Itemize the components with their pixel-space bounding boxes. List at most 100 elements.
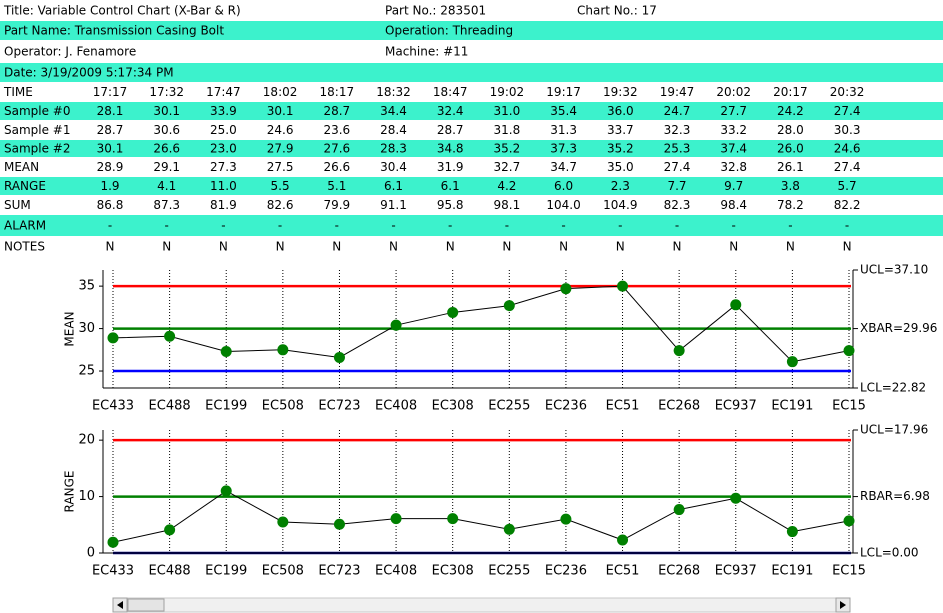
table-cell: 19:47 [660, 85, 695, 99]
table-cell: - [618, 219, 622, 233]
data-point [560, 513, 572, 525]
x-tick-label: EC937 [715, 564, 757, 579]
data-point [673, 504, 685, 516]
table-cell: N [502, 240, 511, 254]
table-cell: 33.2 [720, 123, 747, 137]
header-field: Chart No.: 17 [577, 4, 657, 18]
x-tick-label: EC508 [262, 399, 304, 414]
data-point [730, 492, 742, 504]
table-cell: 31.9 [437, 160, 464, 174]
table-cell: 79.9 [323, 198, 350, 212]
table-cell: 82.2 [834, 198, 861, 212]
data-point [164, 330, 176, 342]
limit-label: XBAR=29.96 [860, 321, 937, 335]
table-cell: 104.9 [603, 198, 637, 212]
table-cell: N [843, 240, 852, 254]
table-cell: 26.6 [153, 142, 180, 156]
table-cell: 20:17 [773, 85, 808, 99]
x-tick-label: EC488 [149, 564, 191, 579]
table-cell: 28.1 [97, 104, 124, 118]
table-cell: 98.4 [720, 198, 747, 212]
table-cell: N [106, 240, 115, 254]
table-cell: 35.2 [494, 142, 521, 156]
table-cell: 37.4 [720, 142, 747, 156]
row-label: NOTES [4, 240, 45, 254]
table-cell: 2.3 [611, 179, 630, 193]
table-cell: 11.0 [210, 179, 237, 193]
horizontal-scrollbar[interactable] [112, 597, 851, 613]
left-arrow [117, 601, 123, 609]
table-cell: 28.7 [97, 123, 124, 137]
table-cell: 37.3 [550, 142, 577, 156]
table-cell: 33.7 [607, 123, 634, 137]
x-tick-label: EC408 [375, 399, 417, 414]
table-cell: 81.9 [210, 198, 237, 212]
table-cell: 28.7 [437, 123, 464, 137]
row-highlight [0, 102, 943, 120]
x-tick-label: EC199 [205, 564, 247, 579]
y-tick-label: 30 [78, 321, 95, 336]
row-highlight [0, 177, 943, 195]
table-cell: 20:32 [830, 85, 865, 99]
content: Title: Variable Control Chart (X-Bar & R… [0, 4, 943, 579]
table-cell: 104.0 [546, 198, 580, 212]
data-point [503, 300, 515, 312]
table-cell: 26.0 [777, 142, 804, 156]
table-cell: 5.5 [271, 179, 290, 193]
table-cell: 82.3 [664, 198, 691, 212]
y-tick-label: 35 [78, 279, 95, 294]
row-label: ALARM [4, 219, 46, 233]
scroll-thumb[interactable] [127, 598, 165, 612]
table-cell: 18:17 [320, 85, 355, 99]
data-point [786, 356, 798, 368]
y-axis-label: RANGE [63, 471, 77, 513]
data-point [843, 345, 855, 357]
scroll-track[interactable] [112, 597, 851, 613]
table-cell: 4.2 [497, 179, 516, 193]
x-tick-label: EC15 [832, 399, 866, 414]
table-cell: 4.1 [157, 179, 176, 193]
table-cell: - [391, 219, 395, 233]
table-cell: 3.8 [781, 179, 800, 193]
data-point [107, 332, 119, 344]
data-point [277, 516, 289, 528]
table-cell: 6.0 [554, 179, 573, 193]
table-cell: N [559, 240, 568, 254]
data-point [220, 345, 232, 357]
data-point [220, 485, 232, 497]
y-tick-label: 0 [87, 546, 95, 561]
table-cell: 35.0 [607, 160, 634, 174]
x-tick-label: EC51 [606, 399, 640, 414]
table-cell: 31.8 [494, 123, 521, 137]
table-cell: - [732, 219, 736, 233]
table-cell: 9.7 [724, 179, 743, 193]
x-tick-label: EC255 [488, 399, 530, 414]
table-cell: 30.1 [153, 104, 180, 118]
table-cell: 34.4 [380, 104, 407, 118]
table-cell: - [561, 219, 565, 233]
x-tick-label: EC723 [318, 564, 360, 579]
table-cell: 24.6 [267, 123, 294, 137]
table-cell: 30.4 [380, 160, 407, 174]
table-cell: 6.1 [384, 179, 403, 193]
x-tick-label: EC408 [375, 564, 417, 579]
table-cell: 78.2 [777, 198, 804, 212]
row-label: Sample #0 [4, 104, 71, 118]
y-tick-label: 10 [78, 489, 95, 504]
table-cell: N [162, 240, 171, 254]
table-cell: 27.3 [210, 160, 237, 174]
table-cell: 6.1 [441, 179, 460, 193]
table-cell: N [446, 240, 455, 254]
data-point [390, 319, 402, 331]
row-label: Sample #1 [4, 123, 71, 137]
limit-label: RBAR=6.98 [860, 489, 930, 503]
table-cell: 30.1 [267, 104, 294, 118]
header-field: Machine: #11 [385, 45, 468, 59]
table-cell: 24.2 [777, 104, 804, 118]
table-cell: - [505, 219, 509, 233]
row-highlight [0, 21, 943, 40]
table-cell: 17:32 [149, 85, 184, 99]
data-point [164, 524, 176, 536]
table-cell: 35.2 [607, 142, 634, 156]
table-cell: 17:17 [93, 85, 128, 99]
